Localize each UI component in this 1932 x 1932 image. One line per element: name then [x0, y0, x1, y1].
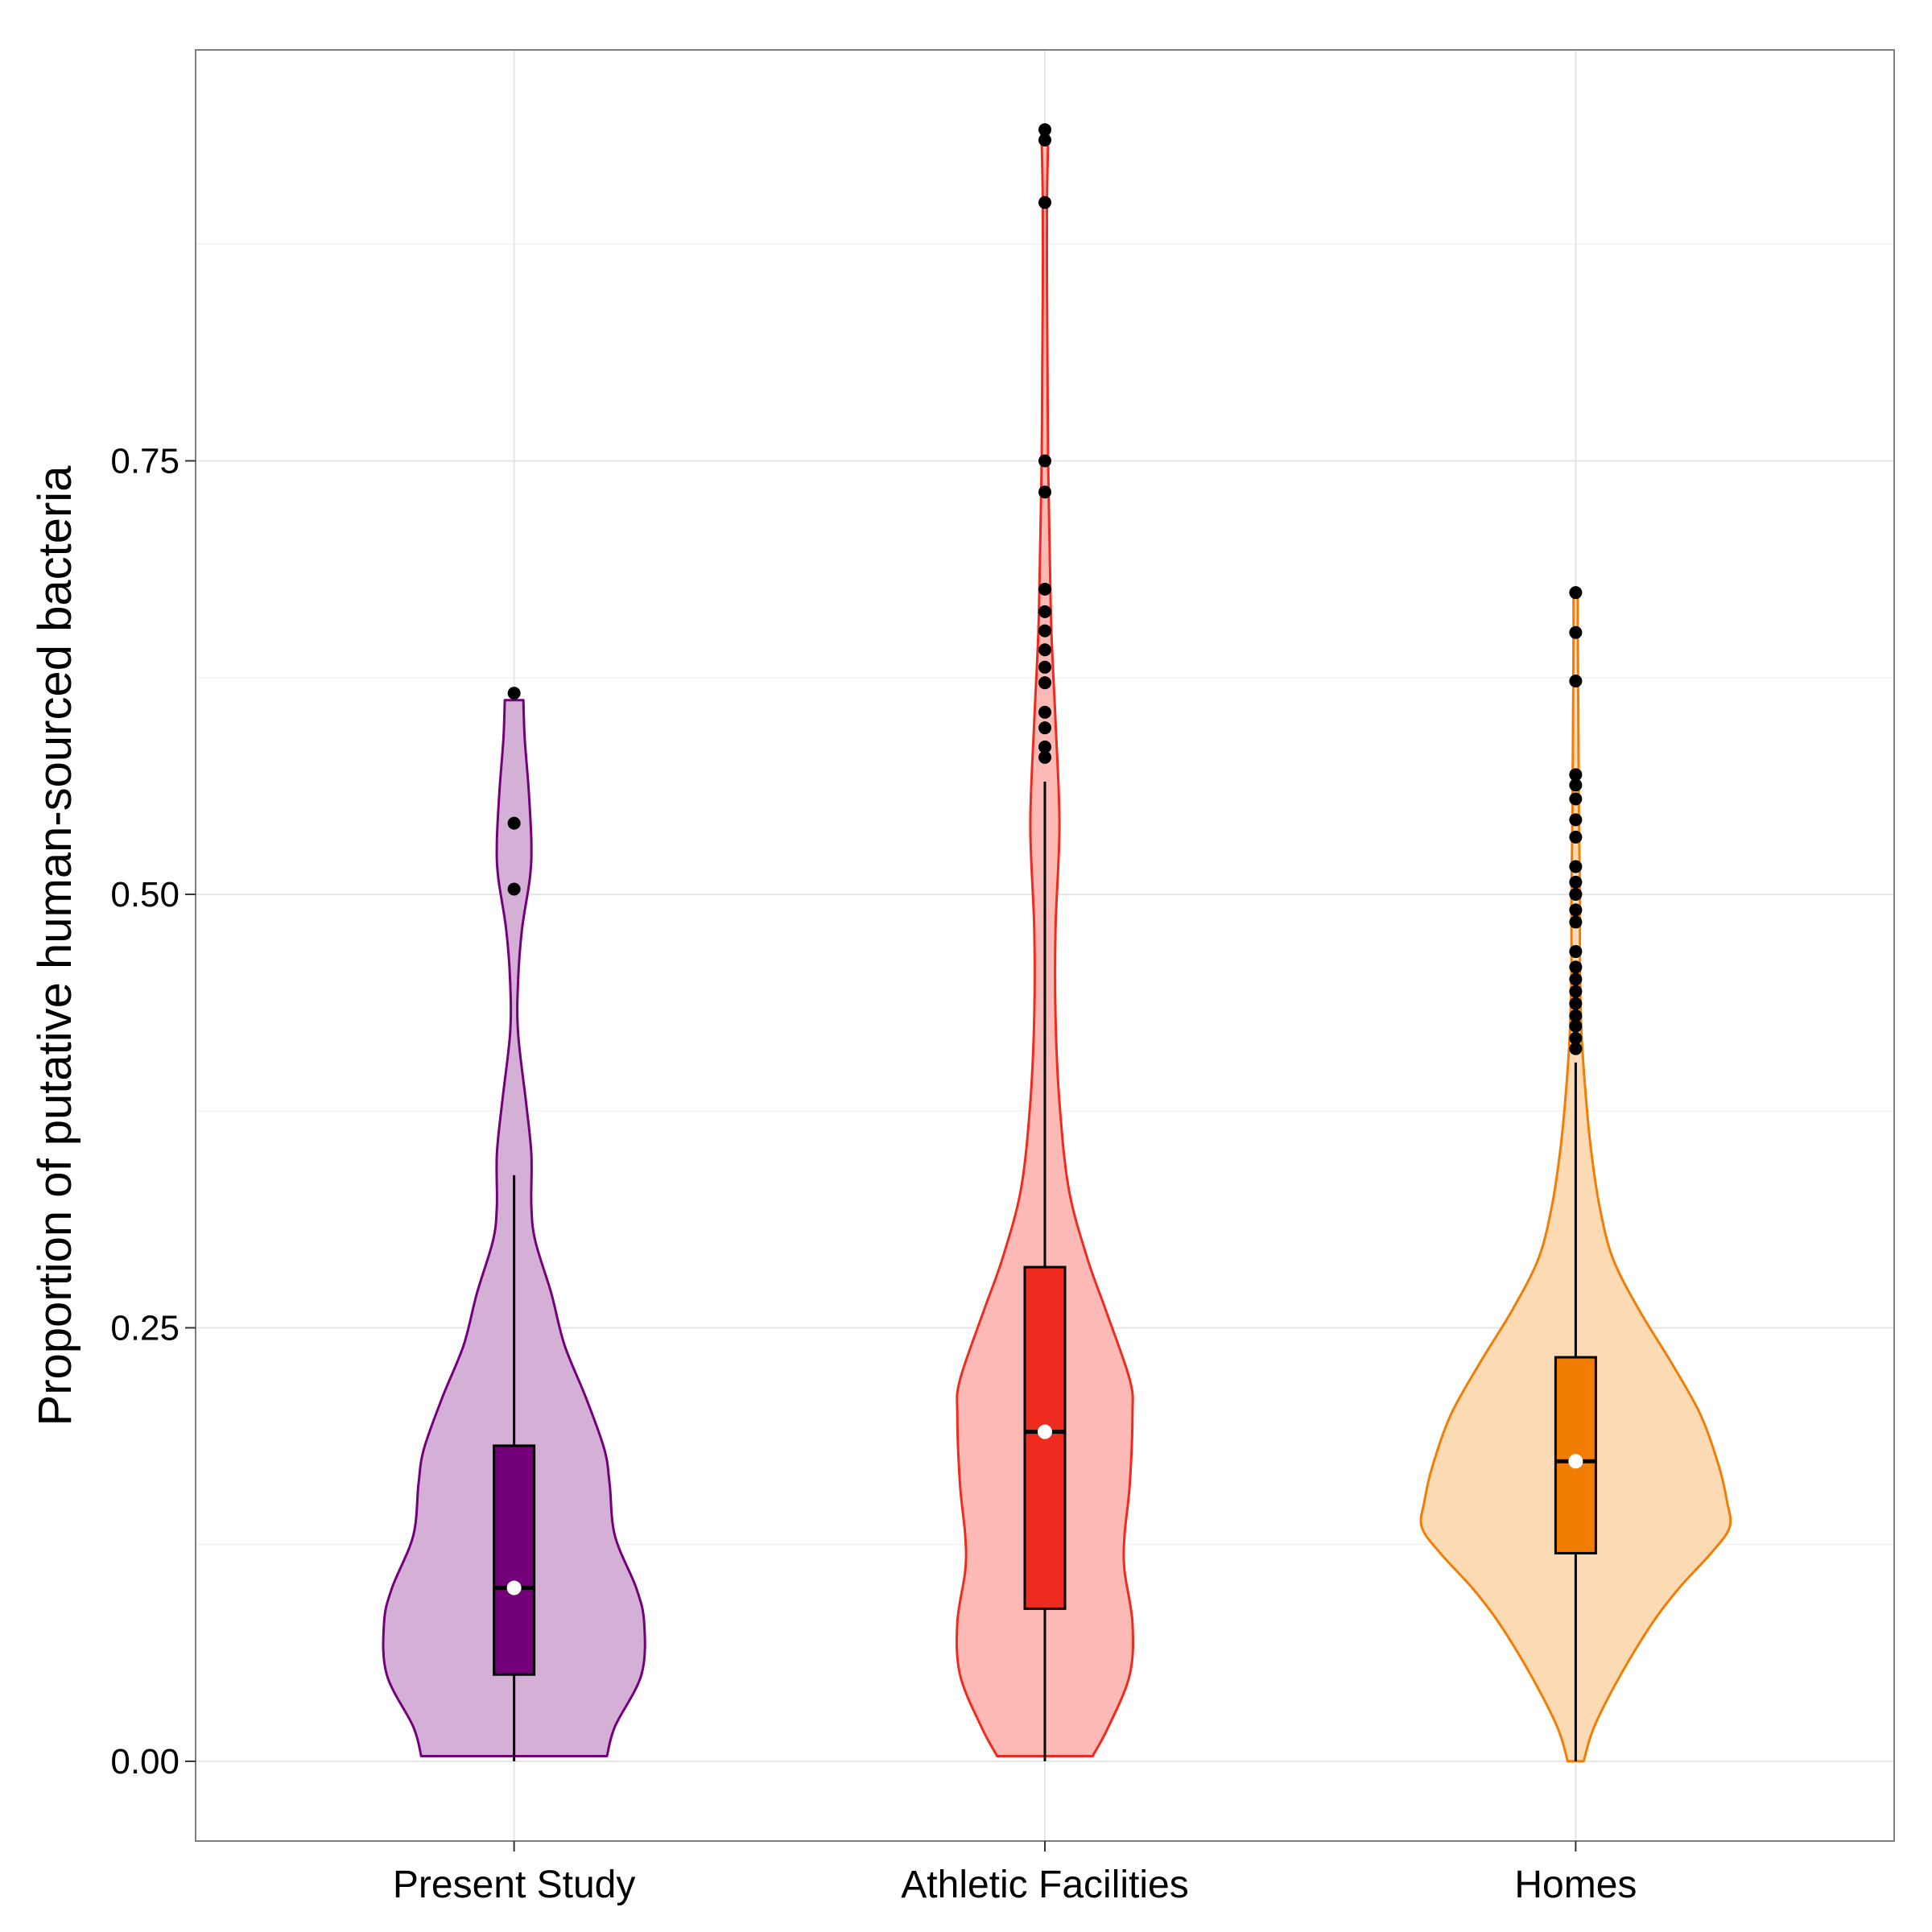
outlier-point [1569, 860, 1583, 873]
outlier-point [1038, 624, 1051, 638]
outlier-point [1038, 740, 1051, 753]
outlier-point [1569, 915, 1583, 929]
outlier-point [1569, 887, 1583, 901]
outlier-point [507, 816, 521, 830]
outlier-point [1569, 997, 1583, 1010]
y-axis: 0.00 0.25 0.50 0.75 [110, 441, 196, 1781]
outlier-point [1038, 582, 1051, 596]
outlier-point [1569, 792, 1583, 806]
x-tick-label: Athletic Facilities [901, 1864, 1188, 1906]
outlier-point [507, 882, 521, 896]
outlier-point [1038, 485, 1051, 499]
outlier-point [1569, 985, 1583, 998]
x-tick-label: Present Study [393, 1864, 636, 1906]
outlier-point [1569, 903, 1583, 917]
box-present-study [493, 1444, 536, 1676]
outlier-point [507, 687, 521, 700]
outlier-point [1569, 875, 1583, 889]
y-tick-label: 0.00 [110, 1742, 180, 1781]
outlier-point [1038, 750, 1051, 764]
y-tick-label: 0.50 [110, 875, 180, 914]
mean-point-athletic-facilities [1038, 1424, 1052, 1439]
outlier-point [1569, 625, 1583, 639]
outlier-point [1038, 123, 1051, 137]
outlier-point [1569, 586, 1583, 600]
outlier-point [1569, 1042, 1583, 1055]
boxplots [493, 123, 1597, 1761]
outlier-point [1038, 605, 1051, 618]
outlier-point [1569, 972, 1583, 986]
outlier-point [1569, 768, 1583, 782]
outlier-point [1569, 830, 1583, 844]
outlier-point [1569, 1031, 1583, 1045]
outlier-point [1038, 660, 1051, 674]
outlier-point [1038, 643, 1051, 657]
outlier-point [1569, 675, 1583, 688]
outlier-point [1038, 676, 1051, 690]
x-axis: Present Study Athletic Facilities Homes [393, 1841, 1637, 1906]
outlier-point [1569, 778, 1583, 792]
outlier-point [1569, 813, 1583, 827]
outlier-point [1038, 454, 1051, 468]
outlier-point [1569, 1019, 1583, 1033]
outlier-point [1569, 960, 1583, 974]
y-tick-label: 0.25 [110, 1308, 180, 1348]
outlier-point [1569, 945, 1583, 959]
outlier-point [1038, 705, 1051, 719]
outlier-point [1038, 196, 1051, 209]
y-axis-title: Proportion of putative human-sourced bac… [29, 465, 81, 1426]
y-tick-label: 0.75 [110, 441, 180, 481]
outlier-point [1038, 134, 1051, 147]
outlier-point [1038, 721, 1051, 735]
mean-point-homes [1568, 1454, 1583, 1469]
x-tick-label: Homes [1514, 1864, 1637, 1906]
mean-point-present-study [506, 1580, 522, 1596]
outlier-point [1569, 1009, 1583, 1022]
